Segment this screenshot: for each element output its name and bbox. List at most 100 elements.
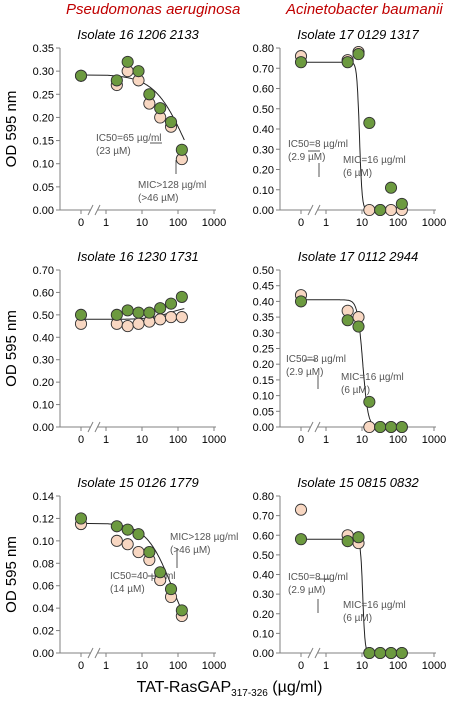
chart-panel-4: Isolate 17 0112 2944 0.00 0.05 0.10 0.15 0.20… <box>253 249 447 446</box>
data-point-green <box>164 297 178 310</box>
axis-break-mark <box>314 647 321 659</box>
data-point-peach <box>110 534 123 547</box>
x-tick-label: 1000 <box>422 217 446 229</box>
y-tick-label: 0.50 <box>253 104 274 116</box>
annotation-text: (2.9 µM) <box>288 152 325 163</box>
x-tick-label: 100 <box>389 434 407 446</box>
chart-panel-6: Isolate 15 0815 0832 0.00 0.10 0.20 0.30 0.40… <box>253 475 447 672</box>
axis-break-mark <box>314 421 321 433</box>
y-tick-label: 0.10 <box>253 628 274 640</box>
x-tick-label: 1 <box>323 217 329 229</box>
annotation-text: (6 µM) <box>343 613 372 624</box>
y-tick-label: 0.30 <box>33 66 54 78</box>
y-axis-label: OD 595 nm <box>3 91 20 168</box>
annotation-text: IC50=8 µg/ml <box>288 139 348 150</box>
y-tick-label: 0.04 <box>33 603 54 615</box>
data-point-green <box>363 395 376 408</box>
fit-curve <box>301 538 405 654</box>
panel-title: Isolate 15 0815 0832 <box>297 475 419 490</box>
x-tick-label: 10 <box>356 434 368 446</box>
data-point-green <box>132 306 145 319</box>
data-point-green <box>384 181 398 194</box>
y-tick-label: 0.60 <box>253 530 274 542</box>
data-point-green <box>143 306 156 319</box>
data-point-green <box>341 314 354 327</box>
data-point-green <box>395 420 408 434</box>
y-tick-label: 0.00 <box>33 648 54 660</box>
data-point-green <box>294 295 308 308</box>
y-tick-label: 0.70 <box>253 63 274 75</box>
x-tick-label: 10 <box>356 217 368 229</box>
data-point-green <box>121 55 134 68</box>
y-tick-label: 0.00 <box>253 648 274 660</box>
y-tick-label: 0.80 <box>253 491 274 503</box>
data-point-green <box>110 308 123 321</box>
x-tick-label: 0 <box>298 434 304 446</box>
y-tick-label: 0.40 <box>253 296 274 308</box>
y-tick-label: 0.40 <box>253 124 274 136</box>
x-tick-label: 1000 <box>422 434 446 446</box>
y-tick-label: 0.35 <box>253 312 274 324</box>
y-tick-label: 0.15 <box>33 136 54 148</box>
y-tick-label: 0.20 <box>253 165 274 177</box>
data-point-peach <box>132 546 145 559</box>
data-point-peach <box>164 311 178 324</box>
annotation-text: MIC=16 µg/ml <box>341 372 404 383</box>
y-tick-label: 0.12 <box>33 513 54 525</box>
x-tick-label: 10 <box>136 434 148 446</box>
y-axis-label: OD 595 nm <box>3 536 20 613</box>
y-tick-label: 0.10 <box>253 185 274 197</box>
x-tick-label: 1 <box>103 434 109 446</box>
y-axis-label: OD 595 nm <box>3 310 20 387</box>
x-tick-label: 1000 <box>422 660 446 672</box>
y-tick-label: 0.20 <box>253 359 274 371</box>
x-tick-label: 0 <box>298 217 304 229</box>
x-tick-label: 100 <box>169 434 187 446</box>
y-tick-label: 0.50 <box>253 550 274 562</box>
annotation-text: MIC=16 µg/ml <box>343 155 406 166</box>
annotation-text: MIC>128 µg/ml <box>138 180 206 191</box>
y-tick-label: 0.20 <box>33 112 54 124</box>
y-tick-label: 0.10 <box>33 536 54 548</box>
y-tick-label: 0.00 <box>253 205 274 217</box>
chart-panel-3: Isolate 16 1230 1731 0.00 0.10 0.20 0.30 0.40… <box>3 249 226 446</box>
data-point-green <box>175 604 188 617</box>
data-point-peach <box>154 313 167 326</box>
chart-panel-5: Isolate 15 0126 1779 0.00 0.02 0.04 0.06 0.08… <box>3 475 238 672</box>
x-tick-label: 100 <box>169 660 187 672</box>
annotation-text: (>46 µM) <box>138 193 179 204</box>
y-tick-label: 0.10 <box>253 391 274 403</box>
x-tick-label: 10 <box>136 660 148 672</box>
y-tick-label: 0.25 <box>33 89 54 101</box>
x-tick-label: 1000 <box>202 434 226 446</box>
y-tick-label: 0.35 <box>33 43 54 55</box>
y-tick-label: 0.40 <box>253 570 274 582</box>
data-point-peach <box>384 203 398 217</box>
data-point-green <box>110 520 123 533</box>
column-title-acinetobacter: Acinetobacter baumanii <box>286 1 443 18</box>
annotation-text: IC50=8 µg/ml <box>286 354 346 365</box>
data-point-green <box>341 56 354 69</box>
y-tick-label: 0.30 <box>253 144 274 156</box>
x-tick-label: 100 <box>389 217 407 229</box>
data-point-green <box>164 116 178 129</box>
y-tick-label: 0.50 <box>33 310 54 322</box>
data-point-green <box>110 74 123 87</box>
chart-panel-2: Isolate 17 0129 1317 0.00 0.10 0.20 0.30 0.40… <box>253 27 447 229</box>
panel-title: Isolate 17 0112 2944 <box>298 249 418 264</box>
data-point-green <box>374 420 387 434</box>
y-tick-label: 0.02 <box>33 626 54 638</box>
x-tick-label: 0 <box>78 434 84 446</box>
data-point-peach <box>121 320 134 333</box>
y-tick-label: 0.10 <box>33 159 54 171</box>
y-tick-label: 0.30 <box>253 328 274 340</box>
x-tick-label: 10 <box>356 660 368 672</box>
axis-break-mark <box>94 647 101 659</box>
x-tick-label: 0 <box>78 217 84 229</box>
panel-title: Isolate 16 1206 2133 <box>77 27 199 42</box>
data-point-green <box>74 512 88 525</box>
y-tick-label: 0.20 <box>253 609 274 621</box>
data-point-green <box>154 302 167 315</box>
data-point-peach <box>121 538 134 551</box>
data-point-green <box>74 308 88 321</box>
